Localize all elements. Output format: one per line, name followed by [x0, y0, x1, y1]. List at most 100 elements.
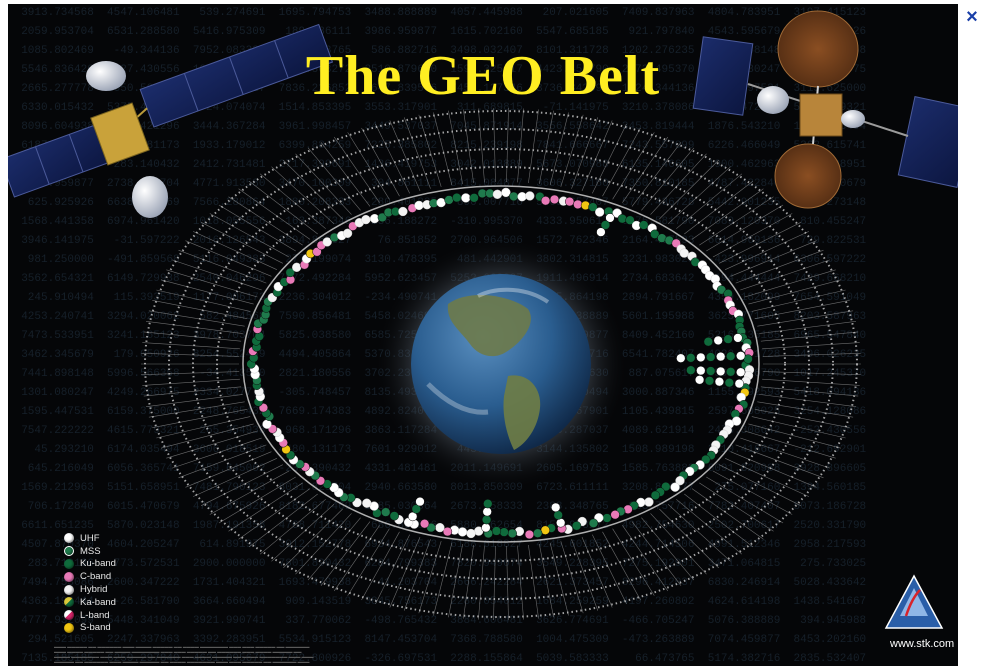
- satellite-marker: [564, 196, 575, 207]
- satellite-marker: [703, 337, 713, 347]
- label-spoke: [185, 451, 272, 488]
- label-spoke: [667, 166, 731, 225]
- label-spoke: [592, 123, 627, 194]
- label-spoke: [375, 123, 410, 194]
- label-spoke: [218, 204, 296, 252]
- satellite-marker: [723, 334, 733, 344]
- label-spoke: [762, 342, 860, 350]
- satellite-marker: [549, 194, 560, 205]
- label-spoke: [539, 543, 554, 618]
- label-spoke: [493, 545, 496, 620]
- label-spoke: [418, 114, 442, 187]
- satellite-marker: [292, 262, 302, 272]
- satellite-marker: [362, 498, 372, 508]
- label-spoke: [719, 464, 802, 506]
- label-spoke: [403, 117, 431, 189]
- satellite-marker: [605, 213, 615, 223]
- legend-swatch-ku: [64, 558, 74, 569]
- satellite-marker: [322, 237, 332, 247]
- label-spoke: [667, 503, 731, 562]
- close-button[interactable]: ×: [960, 0, 984, 38]
- satellite-marker: [736, 351, 746, 361]
- label-spoke: [612, 132, 655, 200]
- label-spoke: [200, 222, 283, 264]
- label-spoke: [145, 321, 243, 334]
- satellite-marker: [644, 497, 654, 507]
- legend-swatch-s: [64, 622, 74, 633]
- satellite-marker: [262, 419, 272, 429]
- satellite-marker: [461, 193, 471, 203]
- label-spoke: [612, 528, 655, 596]
- label-spoke: [581, 536, 613, 608]
- satellite-markers: [246, 187, 755, 540]
- label-spoke: [320, 521, 371, 586]
- satellite-marker: [481, 515, 492, 525]
- label-spoke: [143, 386, 242, 397]
- label-spoke: [418, 541, 442, 614]
- satellite-marker: [617, 214, 627, 224]
- label-spoke: [699, 196, 774, 246]
- label-spoke: [712, 213, 793, 258]
- satellite-marker: [469, 193, 479, 203]
- stk-website[interactable]: www.stk.com: [890, 638, 955, 650]
- label-spoke: [528, 544, 539, 619]
- label-spoke: [735, 444, 824, 479]
- label-spoke: [622, 136, 669, 203]
- label-spoke: [724, 231, 810, 270]
- satellite-marker: [726, 351, 736, 361]
- satellite-marker: [696, 352, 706, 363]
- label-spoke: [549, 542, 569, 616]
- satellite-marker: [507, 528, 517, 539]
- label-spoke: [699, 482, 774, 532]
- legend-label: Ka-band: [80, 596, 116, 608]
- label-spoke: [724, 458, 810, 497]
- label-spoke: [283, 159, 343, 220]
- label-spoke: [218, 476, 296, 524]
- label-spoke: [740, 259, 830, 291]
- left-satellite: [8, 23, 334, 218]
- label-spoke: [347, 528, 390, 596]
- label-spoke: [506, 108, 509, 183]
- satellite-marker: [625, 215, 635, 225]
- label-spoke: [478, 545, 485, 620]
- label-spoke: [142, 342, 240, 350]
- satellite-marker: [398, 206, 408, 217]
- label-spoke: [760, 386, 859, 397]
- label-spoke: [571, 539, 599, 611]
- satellite-marker: [501, 187, 511, 198]
- label-spoke: [676, 173, 743, 229]
- label-spoke: [506, 545, 509, 620]
- label-spoke: [209, 213, 290, 258]
- legend-swatch-hybrid: [64, 584, 74, 595]
- label-spoke: [448, 543, 463, 618]
- satellite-marker: [706, 366, 716, 376]
- stk-logo: [884, 574, 944, 629]
- satellite-marker: [509, 191, 519, 202]
- legend-label: Hybrid: [80, 584, 108, 596]
- legend-swatch-ka: [64, 597, 74, 608]
- label-spoke: [160, 279, 254, 305]
- label-spoke: [141, 353, 240, 357]
- label-spoke: [333, 525, 380, 592]
- satellite-marker: [595, 207, 605, 217]
- satellite-marker: [517, 192, 527, 202]
- label-spoke: [148, 310, 245, 327]
- earth-globe: [373, 236, 629, 492]
- satellite-marker: [369, 213, 380, 224]
- label-spoke: [751, 289, 846, 312]
- satellite-marker: [492, 189, 503, 199]
- label-spoke: [248, 180, 318, 235]
- satellite-marker: [444, 195, 454, 205]
- satellite-marker: [571, 521, 582, 531]
- label-spoke: [172, 437, 262, 469]
- label-spoke: [295, 513, 352, 575]
- label-spoke: [592, 534, 627, 605]
- label-spoke: [271, 166, 335, 225]
- label-spoke: [145, 394, 243, 407]
- label-spoke: [192, 458, 278, 497]
- label-spoke: [631, 521, 682, 586]
- label-spoke: [333, 136, 380, 203]
- label-spoke: [549, 112, 569, 186]
- label-spoke: [283, 508, 343, 569]
- label-spoke: [748, 423, 842, 449]
